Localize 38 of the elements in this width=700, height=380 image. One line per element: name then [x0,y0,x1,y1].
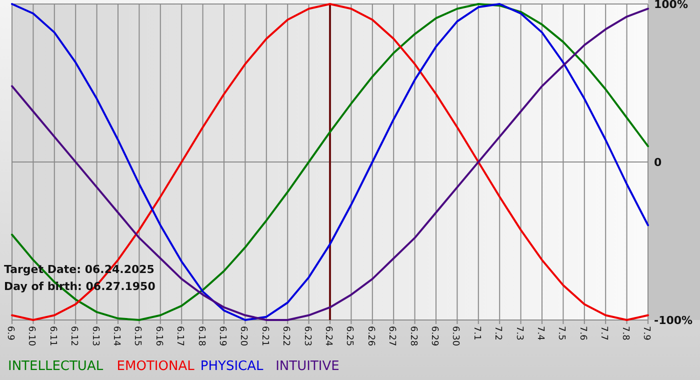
x-tick-label: 6.15 [132,326,142,346]
x-tick-label: 7.8 [620,326,630,341]
x-tick-label: 7.4 [535,326,545,341]
x-tick-label: 6.26 [365,326,376,346]
x-tick-label: 6.14 [111,326,121,346]
x-tick-label: 7.7 [598,326,609,340]
x-tick-label: 6.10 [26,326,36,346]
text: PHYSICAL [200,359,264,374]
x-tick-label: 7.1 [471,326,482,340]
x-tick-label: 6.16 [153,326,164,346]
y-tick-label: -100% [654,314,693,327]
x-tick-label: 6.11 [47,326,58,346]
x-tick-label: 6.25 [344,326,354,346]
x-tick-label: 6.30 [450,326,460,346]
x-tick-label: 6.23 [302,326,312,346]
x-tick-label: 6.18 [196,326,206,346]
x-tick-label: 6.24 [323,326,333,346]
x-tick-label: 6.12 [68,326,79,346]
x-tick-label: 6.27 [386,326,397,346]
y-tick-label: 0 [654,156,662,169]
x-tick-label: 6.28 [408,326,418,346]
x-tick-label: 7.2 [492,326,503,340]
x-tick-label: 6.20 [238,326,248,346]
y-tick-label: 100% [654,0,688,11]
x-tick-label: 6.29 [429,326,439,346]
text: INTELLECTUAL [8,359,104,374]
x-tick-label: 7.6 [577,326,588,341]
x-tick-label: 7.5 [556,326,566,340]
x-tick-label: 6.13 [90,326,100,346]
x-tick-label: 6.9 [5,326,15,341]
x-tick-label: 6.22 [280,326,291,346]
x-tick-label: 7.3 [514,326,524,340]
x-tick-label: 6.19 [217,326,227,346]
text: EMOTIONAL [116,359,196,374]
text: INTUITIVE [276,359,340,374]
x-tick-label: 6.21 [259,326,270,346]
x-tick-label: 6.17 [174,326,185,346]
x-tick-label: 7.9 [641,326,651,341]
